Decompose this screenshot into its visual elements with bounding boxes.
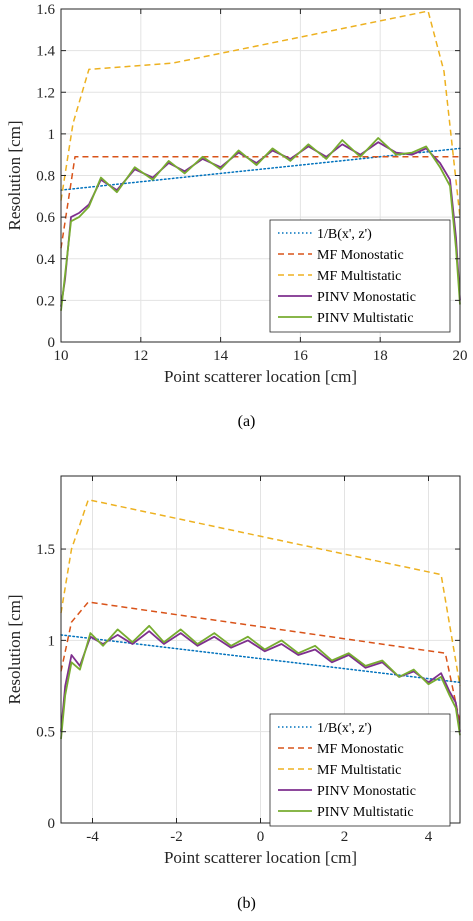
y-axis-title: Resolution [cm] (5, 120, 24, 230)
y-tick-label: 1.4 (36, 44, 55, 60)
legend-label-2: MF Multistatic (317, 763, 401, 778)
y-tick-label: 0.5 (36, 725, 55, 741)
figure-caption: (b) (237, 895, 256, 912)
y-tick-label: 1.5 (36, 542, 55, 558)
chart-b: -4 -2 0 2 4 0 0.5 1 1.5 Point scatterer location … (5, 475, 461, 912)
x-tick-label: 20 (453, 348, 468, 364)
y-tick-label: 0.8 (36, 169, 55, 185)
series-line-4 (60, 137, 461, 311)
series-line-4 (60, 624, 461, 740)
x-tick-label: -2 (170, 829, 183, 845)
y-tick-label: 1.2 (36, 85, 55, 101)
y-tick-label: 1.6 (36, 2, 55, 18)
figure-caption: (a) (238, 413, 256, 430)
legend: 1/B(x', z') MF Monostatic MF Multistatic PI… (269, 219, 451, 333)
x-tick-label: 12 (133, 348, 148, 364)
x-tick-label: 4 (425, 829, 433, 845)
legend-box (269, 219, 451, 333)
x-tick-label: 0 (257, 829, 265, 845)
legend: 1/B(x', z') MF Monostatic MF Multistatic PI… (269, 713, 451, 827)
legend-label-1: MF Monostatic (317, 248, 404, 263)
legend-box (269, 713, 451, 827)
series-group (60, 10, 461, 311)
chart-a: 10 12 14 16 18 20 0 0.2 0.4 0.6 0.8 1 1.2 1.4 1.6 Point… (5, 2, 468, 430)
y-axis-title: Resolution [cm] (5, 594, 24, 704)
x-axis-title: Point scatterer location [cm] (164, 367, 357, 386)
x-axis-title: Point scatterer location [cm] (164, 848, 357, 867)
series-line-2 (60, 498, 461, 687)
legend-label-2: MF Multistatic (317, 269, 401, 284)
legend-label-3: PINV Monostatic (317, 784, 416, 799)
series-group (60, 498, 461, 740)
x-tick-label: 16 (293, 348, 309, 364)
y-tick-label: 0 (48, 335, 56, 351)
series-line-1 (60, 601, 461, 723)
y-tick-label: 1 (48, 127, 56, 143)
series-line-0 (60, 634, 461, 684)
y-tick-label: 0.6 (36, 210, 55, 226)
legend-label-1: MF Monostatic (317, 742, 404, 757)
x-tick-label: 10 (54, 348, 69, 364)
x-tick-label: 18 (373, 348, 388, 364)
legend-label-0: 1/B(x', z') (317, 721, 372, 736)
legend-label-0: 1/B(x', z') (317, 227, 372, 242)
x-tick-label: 2 (341, 829, 349, 845)
y-tick-label: 0.2 (36, 293, 55, 309)
series-line-2 (60, 10, 461, 218)
series-line-1 (60, 156, 460, 249)
y-tick-label: 0.4 (36, 252, 55, 268)
y-tick-label: 1 (48, 633, 56, 649)
x-tick-label: 14 (213, 348, 229, 364)
series-line-0 (60, 147, 461, 191)
legend-label-4: PINV Multistatic (317, 805, 414, 820)
y-tick-label: 0 (48, 816, 56, 832)
legend-label-4: PINV Multistatic (317, 311, 414, 326)
x-tick-label: -4 (86, 829, 99, 845)
legend-label-3: PINV Monostatic (317, 290, 416, 305)
